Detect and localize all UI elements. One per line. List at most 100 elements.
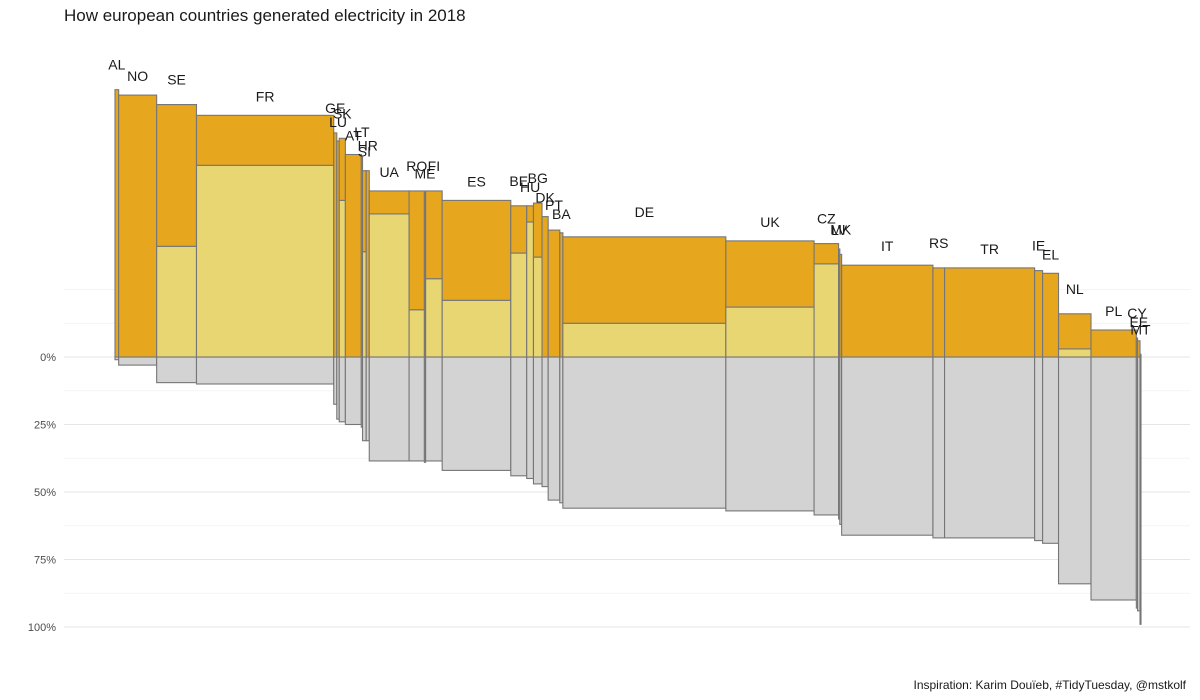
bar-ro-conventional xyxy=(408,356,425,462)
bar-pl-renewable xyxy=(1090,329,1137,358)
country-label-el: EL xyxy=(1042,246,1059,262)
bar-it-renewable xyxy=(841,264,934,358)
bar-bg-renewable xyxy=(532,202,543,258)
country-label-sk: SK xyxy=(333,105,352,121)
y-tick-label: 25% xyxy=(34,420,56,432)
bar-es-nuclear xyxy=(441,299,512,358)
country-label-al: AL xyxy=(108,57,125,73)
country-label-be: BE xyxy=(509,173,528,189)
country-label-se: SE xyxy=(167,72,186,88)
bar-sk-conventional xyxy=(338,356,346,423)
bar-no-conventional xyxy=(118,356,158,366)
country-label-at: AT xyxy=(345,128,362,144)
bar-ie-renewable xyxy=(1034,270,1044,358)
bar-de-conventional xyxy=(562,356,727,509)
country-label-lt: LT xyxy=(354,124,370,140)
bar-uk-conventional xyxy=(725,356,815,512)
country-label-mt: MT xyxy=(1130,321,1151,337)
country-label-fi: FI xyxy=(428,158,440,174)
y-tick-label: 100% xyxy=(28,622,56,634)
bar-de-nuclear xyxy=(562,322,727,358)
bar-el-conventional xyxy=(1042,356,1060,544)
chart-caption: Inspiration: Karim Douïeb, #TidyTuesday,… xyxy=(913,678,1186,692)
country-label-ie: IE xyxy=(1032,238,1045,254)
country-label-bg: BG xyxy=(528,170,548,186)
bar-si-nuclear xyxy=(361,251,367,358)
bar-de-renewable xyxy=(562,236,727,324)
bar-fr-conventional xyxy=(195,356,335,385)
country-label-lu: LU xyxy=(329,114,347,130)
country-label-pl: PL xyxy=(1105,303,1122,319)
bar-mt-conventional xyxy=(1139,356,1142,625)
bar-el-renewable xyxy=(1042,272,1060,358)
bar-at-conventional xyxy=(344,356,362,426)
bar-es-conventional xyxy=(441,356,512,471)
country-label-me: ME xyxy=(415,165,436,181)
country-label-it: IT xyxy=(881,238,894,254)
country-label-de: DE xyxy=(635,204,654,220)
bar-ua-nuclear xyxy=(368,213,410,358)
bar-nl-renewable xyxy=(1057,313,1092,350)
country-label-mk: MK xyxy=(830,221,852,237)
bar-hu-nuclear xyxy=(526,221,535,358)
country-label-hr: HR xyxy=(358,138,378,154)
bar-pl-conventional xyxy=(1090,356,1137,601)
bar-ua-renewable xyxy=(368,190,410,215)
bar-bg-nuclear xyxy=(532,256,543,358)
bar-pt-renewable xyxy=(547,229,561,358)
bar-fr-renewable xyxy=(195,114,335,166)
bar-sk-nuclear xyxy=(338,199,346,358)
bar-hu-conventional xyxy=(526,356,535,480)
bar-uk-nuclear xyxy=(725,306,815,358)
bar-se-conventional xyxy=(156,356,198,384)
bar-sk-renewable xyxy=(338,137,346,201)
bar-se-nuclear xyxy=(156,245,198,358)
country-label-lv: LV xyxy=(831,222,848,238)
bar-cz-nuclear xyxy=(813,263,840,358)
bar-tr-conventional xyxy=(944,356,1036,539)
bar-rs-conventional xyxy=(932,356,946,539)
country-label-rs: RS xyxy=(929,235,948,251)
country-label-nl: NL xyxy=(1066,281,1084,297)
country-label-uk: UK xyxy=(760,214,780,230)
bar-be-conventional xyxy=(510,356,528,477)
country-label-ee: EE xyxy=(1129,314,1148,330)
country-label-es: ES xyxy=(467,173,486,189)
y-tick-label: 50% xyxy=(34,487,56,499)
country-label-cy: CY xyxy=(1127,305,1147,321)
chart-title: How european countries generated electri… xyxy=(64,6,466,25)
y-tick-label: 0% xyxy=(40,352,56,364)
bar-tr-renewable xyxy=(944,267,1036,358)
bar-es-renewable xyxy=(441,199,512,301)
country-label-tr: TR xyxy=(980,241,999,257)
country-label-ua: UA xyxy=(379,164,399,180)
country-label-dk: DK xyxy=(535,190,555,206)
country-label-si: SI xyxy=(358,144,371,160)
bar-fr-nuclear xyxy=(195,164,335,358)
bar-at-renewable xyxy=(344,153,362,358)
bar-pt-conventional xyxy=(547,356,561,501)
bar-nl-nuclear xyxy=(1057,348,1092,358)
bar-ee-renewable xyxy=(1137,340,1141,358)
bar-si-conventional xyxy=(361,356,367,442)
country-label-hu: HU xyxy=(520,179,540,195)
country-label-ge: GE xyxy=(325,100,345,116)
bar-cz-renewable xyxy=(813,243,840,265)
bar-bg-conventional xyxy=(532,356,543,485)
country-label-ba: BA xyxy=(552,206,571,222)
bar-mt-renewable xyxy=(1139,353,1142,358)
bar-se-renewable xyxy=(156,104,198,247)
bars xyxy=(114,89,1142,625)
country-label-fr: FR xyxy=(256,88,275,104)
bar-dk-renewable xyxy=(541,216,549,358)
bar-si-renewable xyxy=(361,170,367,253)
bar-be-renewable xyxy=(510,205,528,254)
bar-cz-conventional xyxy=(813,356,840,516)
bar-al-renewable xyxy=(114,89,120,358)
bar-fi-conventional xyxy=(425,356,443,462)
bar-hu-renewable xyxy=(526,205,535,223)
bar-rs-renewable xyxy=(932,267,946,358)
bar-dk-conventional xyxy=(541,356,549,488)
